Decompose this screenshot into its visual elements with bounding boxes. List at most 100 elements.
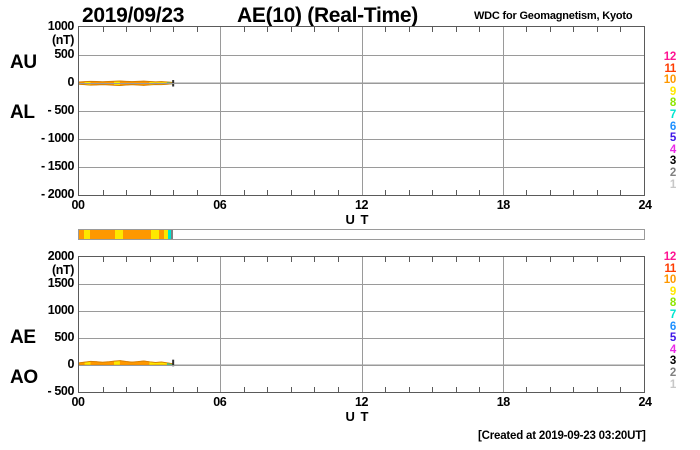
series-line-ae — [79, 360, 174, 365]
legend-item-10: 10 — [663, 74, 677, 87]
x-axis-tick-label: 00 — [71, 198, 85, 212]
x-axis-tick-label: 24 — [638, 198, 652, 212]
gridline-horizontal — [79, 55, 644, 56]
y-axis-tick-label: 1000 — [47, 19, 75, 33]
legend-item-3: 3 — [669, 155, 676, 168]
axis-tick — [408, 27, 410, 32]
axis-tick — [337, 257, 339, 262]
availability-segment — [150, 230, 160, 239]
axis-tick — [290, 257, 292, 262]
gridline-horizontal — [79, 167, 644, 168]
y-axis-tick-label: 500 — [54, 47, 74, 61]
legend-item-1: 1 — [669, 378, 676, 391]
footer-created-label: [Created at 2019-09-23 03:20UT] — [478, 430, 646, 442]
au-al-plot — [78, 26, 645, 196]
axis-tick — [596, 27, 598, 32]
y-axis-tick-label: - 2000 — [40, 187, 74, 201]
axis-tick — [526, 387, 528, 392]
axis-tick — [596, 190, 598, 195]
availability-segment — [163, 230, 168, 239]
legend-item-9: 9 — [669, 285, 676, 298]
axis-tick — [314, 257, 316, 262]
axis-tick — [549, 257, 551, 262]
station-availability-bar — [78, 229, 645, 240]
gridline-horizontal — [79, 83, 644, 84]
y-axis-tick-label: - 500 — [47, 384, 75, 398]
axis-tick — [596, 387, 598, 392]
ae-ao-plot — [78, 256, 645, 393]
axis-tick — [290, 190, 292, 195]
page-title: AE(10) (Real-Time) — [237, 4, 418, 27]
axis-tick — [149, 27, 151, 32]
legend-item-2: 2 — [669, 366, 676, 379]
axis-tick — [314, 387, 316, 392]
axis-tick — [196, 190, 198, 195]
index-label-au: AU — [10, 52, 37, 73]
legend-item-11: 11 — [664, 62, 676, 75]
gridline-horizontal — [79, 284, 644, 285]
axis-tick — [385, 27, 387, 32]
axis-tick — [267, 387, 269, 392]
y-axis-tick-label: - 1000 — [40, 131, 74, 145]
axis-tick — [314, 27, 316, 32]
index-label-ao: AO — [10, 367, 38, 388]
gridline-vertical — [220, 257, 222, 392]
x-axis-tick-label: 12 — [354, 198, 369, 212]
y-axis-tick-label: - 500 — [47, 103, 75, 117]
axis-tick — [408, 190, 410, 195]
axis-tick — [620, 387, 622, 392]
axis-tick — [620, 257, 622, 262]
availability-segment — [89, 230, 116, 239]
availability-segment — [115, 230, 123, 239]
axis-tick — [337, 190, 339, 195]
gridline-horizontal — [79, 338, 644, 339]
axis-tick — [573, 27, 575, 32]
series-line-au — [79, 80, 174, 83]
axis-tick — [173, 190, 175, 195]
axis-tick — [243, 27, 245, 32]
availability-segment — [167, 230, 171, 239]
legend-item-9: 9 — [669, 85, 676, 98]
legend-item-3: 3 — [669, 355, 676, 368]
axis-tick — [455, 387, 457, 392]
axis-tick — [455, 27, 457, 32]
series-line-al — [79, 83, 174, 87]
legend-item-12: 12 — [663, 51, 677, 63]
legend-item-10: 10 — [663, 274, 677, 287]
axis-tick — [243, 257, 245, 262]
axis-tick — [549, 387, 551, 392]
axis-tick — [243, 387, 245, 392]
legend-item-4: 4 — [669, 343, 676, 356]
availability-segment — [84, 230, 90, 239]
axis-tick — [196, 257, 198, 262]
legend-item-5: 5 — [669, 332, 676, 345]
axis-tick — [479, 27, 481, 32]
axis-tick — [126, 190, 128, 195]
legend-item-11: 11 — [664, 262, 676, 275]
axis-tick — [432, 27, 434, 32]
gridline-vertical — [502, 257, 504, 392]
x-axis-tick-label: 18 — [496, 198, 511, 212]
axis-tick — [620, 27, 622, 32]
axis-tick — [408, 387, 410, 392]
x-axis-tick-label: 00 — [71, 395, 85, 409]
availability-segment — [79, 230, 85, 239]
index-label-al: AL — [10, 102, 35, 123]
axis-tick — [455, 190, 457, 195]
axis-tick — [385, 257, 387, 262]
axis-tick — [267, 190, 269, 195]
gridline-horizontal — [79, 139, 644, 140]
legend-item-2: 2 — [669, 166, 676, 179]
axis-tick — [102, 190, 104, 195]
axis-tick — [432, 190, 434, 195]
legend-item-7: 7 — [669, 108, 676, 121]
legend-item-4: 4 — [669, 143, 676, 156]
axis-tick — [196, 27, 198, 32]
gridline-horizontal — [79, 111, 644, 112]
gridline-horizontal — [79, 311, 644, 312]
axis-tick — [337, 387, 339, 392]
y-axis-tick-label: 0 — [67, 357, 74, 371]
index-label-ae: AE — [10, 327, 36, 348]
axis-tick — [385, 387, 387, 392]
attribution-label: WDC for Geomagnetism, Kyoto — [474, 10, 633, 22]
